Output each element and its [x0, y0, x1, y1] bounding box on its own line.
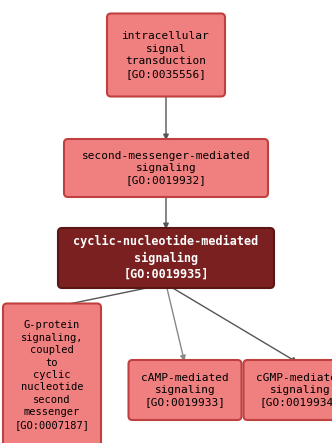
FancyBboxPatch shape — [3, 303, 101, 443]
Text: intracellular
signal
transduction
[GO:0035556]: intracellular signal transduction [GO:00… — [122, 31, 210, 78]
Text: cyclic-nucleotide-mediated
signaling
[GO:0019935]: cyclic-nucleotide-mediated signaling [GO… — [73, 235, 259, 280]
FancyBboxPatch shape — [58, 228, 274, 288]
FancyBboxPatch shape — [128, 360, 241, 420]
FancyBboxPatch shape — [64, 139, 268, 197]
Text: G-protein
signaling,
coupled
to
cyclic
nucleotide
second
messenger
[GO:0007187]: G-protein signaling, coupled to cyclic n… — [15, 320, 90, 430]
FancyBboxPatch shape — [107, 13, 225, 97]
Text: cAMP-mediated
signaling
[GO:0019933]: cAMP-mediated signaling [GO:0019933] — [141, 373, 229, 408]
Text: second-messenger-mediated
signaling
[GO:0019932]: second-messenger-mediated signaling [GO:… — [82, 151, 250, 186]
Text: cGMP-mediated
signaling
[GO:0019934]: cGMP-mediated signaling [GO:0019934] — [256, 373, 332, 408]
FancyBboxPatch shape — [243, 360, 332, 420]
